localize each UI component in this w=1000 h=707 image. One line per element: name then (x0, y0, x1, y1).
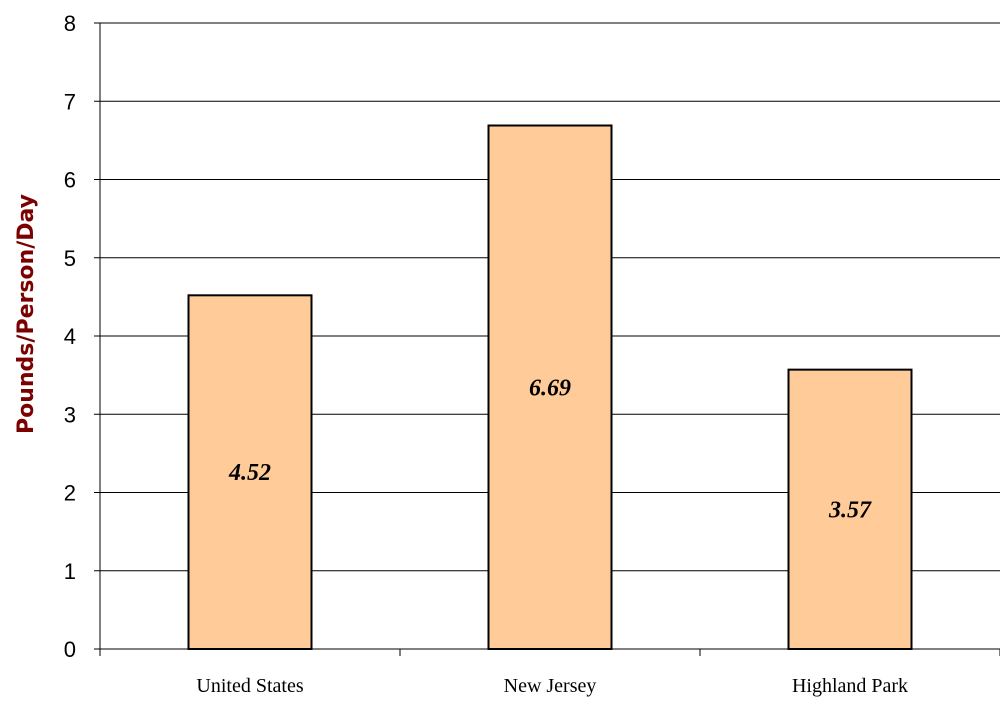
data-label: 4.52 (228, 460, 271, 486)
y-tick-label: 3 (64, 402, 76, 427)
data-labels: 4.52 6.69 3.57 (228, 375, 872, 523)
x-category-label: Highland Park (792, 675, 908, 697)
axes (94, 22, 1000, 656)
data-label: 3.57 (828, 497, 872, 523)
y-tick-label: 6 (64, 168, 76, 193)
bar (787, 368, 913, 650)
y-tick-label: 7 (64, 89, 76, 114)
y-tick-label: 5 (64, 246, 76, 271)
bar (187, 294, 313, 650)
x-category-label: New Jersey (504, 675, 597, 697)
y-tick-label: 8 (64, 11, 76, 36)
bar (487, 124, 613, 650)
y-tick-label: 0 (64, 637, 76, 662)
data-label: 6.69 (529, 375, 571, 401)
bars (187, 124, 913, 650)
y-tick-label: 2 (64, 481, 76, 506)
y-tick-labels: 0 1 2 3 4 5 6 7 8 (64, 11, 76, 662)
y-tick-label: 4 (64, 324, 76, 349)
x-category-label: United States (196, 675, 303, 697)
x-category-labels: United States New Jersey Highland Park (196, 675, 908, 697)
y-axis-label: Pounds/Person/Day (14, 194, 39, 434)
y-tick-label: 1 (64, 559, 76, 584)
